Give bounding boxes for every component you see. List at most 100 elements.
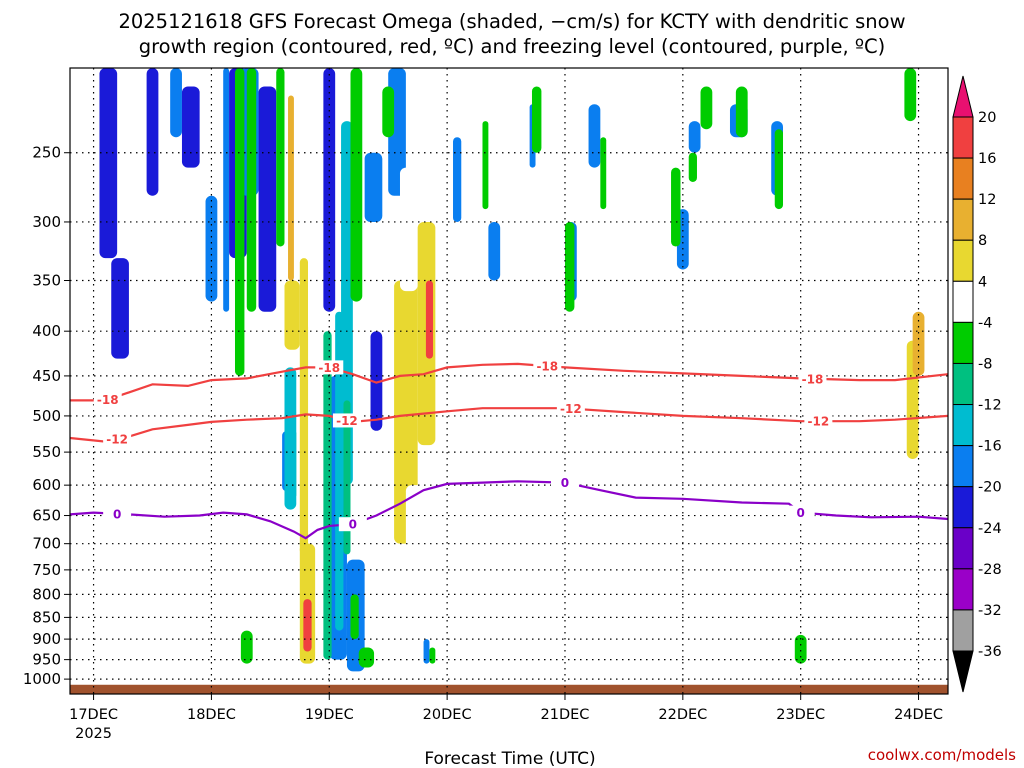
credit-link[interactable]: coolwx.com/models xyxy=(868,746,1016,764)
omega-region xyxy=(308,121,324,332)
omega-region xyxy=(564,221,575,312)
omega-region xyxy=(425,280,433,359)
omega-region xyxy=(588,104,601,168)
omega-region xyxy=(794,634,807,664)
chart-title-line-1: 2025121618 GFS Forecast Omega (shaded, −… xyxy=(118,10,905,33)
chart-title-line-2: growth region (contoured, red, ºC) and f… xyxy=(139,35,886,58)
contour-label-bg xyxy=(332,413,361,428)
colorbar-label: 20 xyxy=(978,110,996,126)
omega-region xyxy=(531,86,542,153)
contour-label-bg xyxy=(103,506,132,521)
contour-label-bg xyxy=(315,360,344,375)
y-tick-label: 950 xyxy=(32,651,61,669)
omega-region xyxy=(170,68,182,138)
omega-region xyxy=(246,68,257,312)
omega-region xyxy=(276,68,285,247)
contour-line xyxy=(69,480,949,540)
colorbar-top-arrow xyxy=(952,75,974,118)
omega-region xyxy=(671,167,681,247)
x-tick-label: 21DEC xyxy=(541,707,590,723)
omega-region xyxy=(688,152,697,182)
omega-region xyxy=(877,400,890,424)
omega-region xyxy=(223,68,230,312)
colorbar-label: -16 xyxy=(978,439,1002,455)
contour-label-bg xyxy=(338,517,367,532)
colorbar-label: -4 xyxy=(978,315,992,331)
omega-region xyxy=(904,68,917,122)
colorbar-swatch xyxy=(952,321,974,364)
omega-region xyxy=(423,639,430,664)
omega-region xyxy=(284,280,300,350)
colorbar-swatch xyxy=(952,568,974,611)
ground-surface xyxy=(70,684,948,694)
contour-label: -12 xyxy=(560,402,582,416)
contour-label-bg xyxy=(93,392,122,407)
colorbar-bottom-arrow xyxy=(952,650,974,693)
x-tick-year-label: 2025 xyxy=(75,726,112,742)
contour-label: -18 xyxy=(97,393,119,407)
y-tick-label: 300 xyxy=(32,213,61,231)
omega-region xyxy=(936,280,945,312)
contour-label: 0 xyxy=(349,518,357,532)
x-tick-label: 19DEC xyxy=(305,707,354,723)
colorbar-label: 8 xyxy=(978,233,987,249)
colorbar-label: -20 xyxy=(978,480,1002,496)
y-tick-label: 750 xyxy=(32,561,61,579)
contour-label: -12 xyxy=(808,415,830,429)
y-axis: 250 300 350 400 450 500 550 600 650 700 750 800 850 9… xyxy=(23,144,70,688)
plot-frame xyxy=(69,67,949,695)
omega-region xyxy=(405,485,424,604)
colorbar-swatch xyxy=(952,445,974,488)
colorbar-swatch xyxy=(952,157,974,200)
y-tick-label: 700 xyxy=(32,535,61,553)
omega-shading xyxy=(99,68,945,672)
omega-region xyxy=(299,258,309,555)
omega-region xyxy=(688,121,701,153)
y-tick-label: 800 xyxy=(32,585,61,603)
y-tick-label: 350 xyxy=(32,271,61,289)
omega-region xyxy=(99,68,118,259)
omega-region xyxy=(488,221,501,281)
omega-region xyxy=(429,458,442,533)
omega-region xyxy=(303,599,312,652)
contour-label: -18 xyxy=(318,361,340,375)
omega-region xyxy=(500,358,507,416)
omega-region xyxy=(429,647,436,664)
y-tick-label: 900 xyxy=(32,630,61,648)
contour-line xyxy=(69,407,949,443)
contour-label: 0 xyxy=(797,506,805,520)
omega-region xyxy=(343,400,351,555)
omega-region xyxy=(284,367,297,510)
y-tick-label: 550 xyxy=(32,443,61,461)
colorbar-swatch xyxy=(952,362,974,406)
y-tick-label: 850 xyxy=(32,608,61,626)
omega-region xyxy=(818,647,837,664)
colorbar-label: -12 xyxy=(978,398,1002,414)
x-axis: 17DEC 2025 18DEC 19DEC 20DEC 21DEC 22DEC 23DEC 2… xyxy=(69,694,943,742)
omega-region xyxy=(370,331,383,431)
contour-label: 0 xyxy=(561,476,569,490)
omega-region xyxy=(735,86,748,138)
contour-label: -18 xyxy=(536,360,558,374)
colorbar-label: 12 xyxy=(978,192,996,208)
omega-region xyxy=(111,258,129,359)
omega-region xyxy=(482,121,489,210)
omega-region xyxy=(323,331,332,660)
omega-region xyxy=(234,68,245,376)
omega-region xyxy=(335,311,344,631)
omega-region xyxy=(700,181,713,235)
colorbar-label: -32 xyxy=(978,603,1002,619)
omega-region xyxy=(394,280,418,544)
colorbar-swatch xyxy=(952,527,974,570)
x-tick-label: 24DEC xyxy=(894,707,943,723)
contour-label-bg xyxy=(550,475,579,490)
colorbar-label: -28 xyxy=(978,562,1002,578)
y-tick-label: 250 xyxy=(32,144,61,162)
y-tick-label: 600 xyxy=(32,476,61,494)
omega-region xyxy=(912,311,925,376)
colorbar-label: -24 xyxy=(978,521,1002,537)
omega-region xyxy=(774,129,784,210)
x-axis-label: Forecast Time (UTC) xyxy=(424,749,595,768)
omega-region xyxy=(258,86,277,312)
